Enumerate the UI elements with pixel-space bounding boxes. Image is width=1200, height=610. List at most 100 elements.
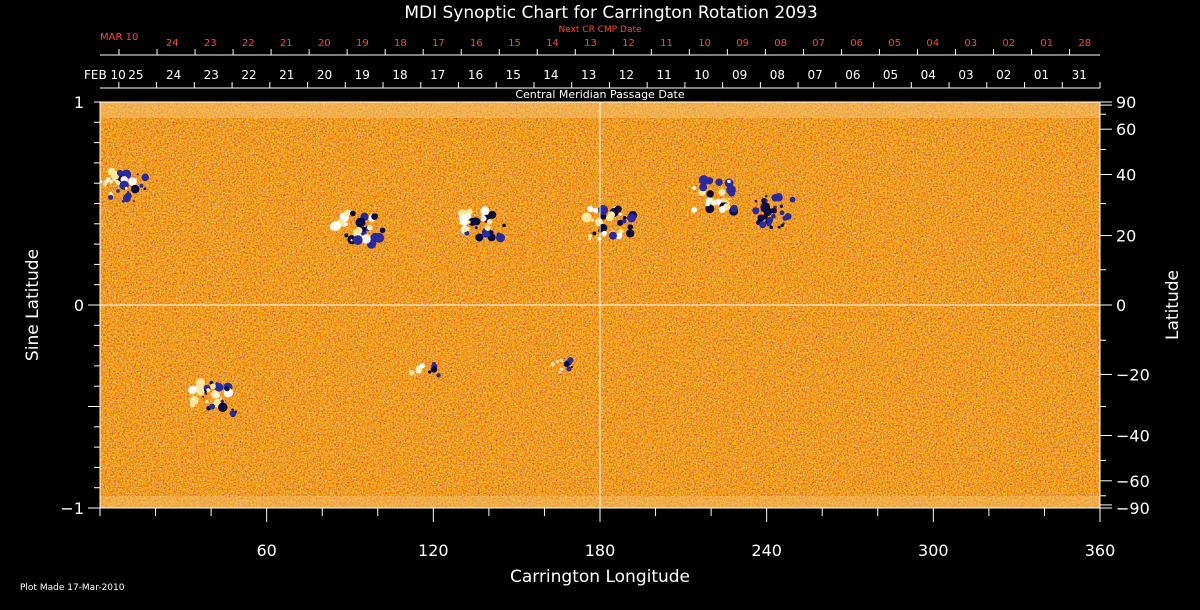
cmp-date-label: 18 [392, 68, 407, 82]
positive-flux-spot [560, 367, 564, 372]
positive-flux-spot [219, 397, 223, 400]
next-cmp-date-label: 20 [318, 38, 331, 49]
negative-flux-spot [139, 183, 144, 188]
positive-flux-spot [593, 207, 599, 214]
negative-flux-spot [352, 235, 363, 245]
cmp-date-label: 25 [128, 68, 143, 82]
next-cmp-date-label: 16 [470, 38, 483, 49]
x-tick-label: 300 [918, 541, 949, 560]
negative-flux-spot [344, 233, 349, 238]
positive-flux-spot [597, 236, 602, 241]
negative-flux-spot [208, 403, 215, 410]
negative-flux-spot [563, 361, 570, 367]
next-cmp-date-label: 14 [546, 38, 559, 49]
negative-flux-spot [699, 183, 708, 192]
positive-flux-spot [206, 388, 211, 393]
negative-flux-spot [229, 410, 236, 417]
negative-flux-spot [608, 231, 617, 240]
negative-flux-spot [598, 223, 608, 233]
active-region [550, 357, 574, 374]
negative-flux-spot [132, 200, 135, 203]
next-cmp-date-label: 01 [1040, 38, 1053, 49]
negative-flux-spot [621, 218, 627, 224]
negative-flux-spot [777, 225, 781, 229]
positive-flux-spot [728, 197, 731, 201]
positive-flux-spot [195, 378, 205, 388]
cmp-date-label: 14 [543, 68, 558, 82]
positive-flux-spot [350, 239, 353, 242]
cmp-date-label: 15 [506, 68, 521, 82]
positive-flux-spot [90, 184, 98, 192]
negative-flux-spot [496, 232, 502, 238]
negative-flux-spot [780, 223, 784, 228]
negative-flux-spot [355, 217, 366, 228]
negative-flux-spot [779, 204, 784, 208]
positive-flux-spot [727, 179, 731, 184]
next-cmp-date-label: 21 [280, 38, 293, 49]
negative-flux-spot [218, 402, 228, 413]
negative-flux-spot [765, 199, 768, 203]
y-tick-label-right: −60 [1116, 472, 1150, 491]
positive-flux-spot [705, 201, 711, 207]
cmp-date-label: 04 [921, 68, 936, 82]
negative-flux-spot [379, 227, 386, 234]
negative-flux-spot [430, 366, 438, 373]
positive-flux-spot [109, 180, 114, 184]
negative-flux-spot [598, 205, 609, 215]
positive-flux-spot [197, 388, 205, 396]
positive-flux-spot [188, 385, 197, 395]
negative-flux-spot [715, 178, 723, 186]
cmp-date-label: 17 [430, 68, 445, 82]
active-region [691, 175, 739, 216]
positive-flux-spot [343, 209, 351, 217]
positive-flux-spot [618, 228, 624, 234]
y-tick-label-right: −20 [1116, 365, 1150, 384]
positive-flux-spot [480, 215, 487, 222]
next-cmp-date-label: 28 [1078, 38, 1091, 49]
negative-flux-spot [592, 231, 597, 236]
positive-flux-spot [215, 393, 220, 399]
negative-flux-spot [488, 210, 497, 219]
negative-flux-spot [475, 233, 484, 242]
negative-flux-spot [474, 226, 478, 230]
positive-flux-spot [555, 360, 560, 364]
top-cmp-axes: Next CR CMP Date MAR 10 FEB 10 Central M… [84, 25, 1101, 101]
positive-flux-spot [205, 400, 209, 404]
cmp-date-label: 01 [1034, 68, 1049, 82]
cmp-date-label: 05 [883, 68, 898, 82]
next-cmp-date-label: 11 [660, 38, 673, 49]
x-tick-label: 60 [256, 541, 276, 560]
next-cmp-date-label: 23 [204, 38, 217, 49]
negative-flux-spot [570, 366, 573, 369]
cmp-date-label: 11 [657, 68, 672, 82]
negative-flux-spot [771, 207, 777, 214]
cmp-date-label: 03 [958, 68, 973, 82]
cmp-caption: Central Meridian Passage Date [515, 88, 684, 101]
positive-flux-spot [480, 206, 490, 216]
cmp-date-label: 23 [204, 68, 219, 82]
active-region [409, 361, 441, 378]
y-tick-label-right: 0 [1116, 296, 1126, 315]
negative-flux-spot [698, 175, 709, 185]
negative-flux-spot [730, 204, 738, 213]
y-axis-label-right: Latitude [1163, 270, 1183, 340]
negative-flux-spot [754, 199, 758, 203]
next-cmp-date-label: 18 [394, 38, 407, 49]
negative-flux-spot [789, 196, 796, 203]
negative-flux-spot [771, 193, 780, 202]
positive-flux-spot [409, 370, 415, 376]
next-cmp-date-label: 22 [242, 38, 255, 49]
positive-flux-spot [189, 401, 196, 408]
negative-flux-spot [428, 370, 432, 374]
positive-flux-spot [210, 383, 216, 390]
next-cmp-date-label: 24 [166, 38, 179, 49]
negative-flux-spot [215, 382, 219, 386]
negative-flux-spot [141, 173, 149, 182]
negative-flux-spot [350, 210, 356, 217]
active-regions [90, 167, 796, 417]
next-cmp-date-label: 13 [584, 38, 597, 49]
cmp-date-label: 06 [845, 68, 860, 82]
negative-flux-spot [779, 210, 785, 216]
positive-flux-spot [587, 205, 594, 213]
